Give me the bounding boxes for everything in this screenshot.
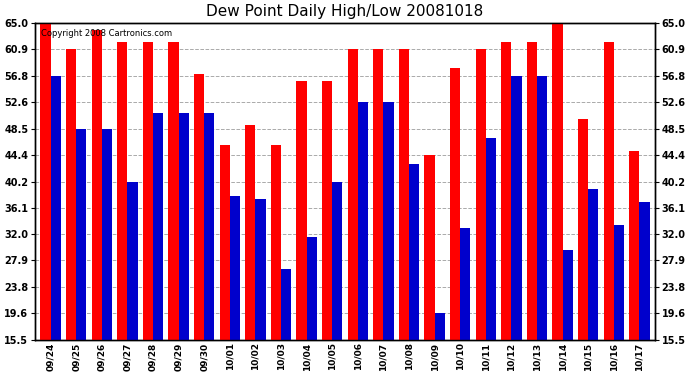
Title: Dew Point Daily High/Low 20081018: Dew Point Daily High/Low 20081018 bbox=[206, 4, 484, 19]
Bar bbox=[255, 199, 266, 340]
Bar bbox=[486, 138, 496, 340]
Bar bbox=[553, 23, 562, 340]
Bar bbox=[629, 151, 640, 340]
Bar bbox=[92, 30, 102, 340]
Bar bbox=[588, 189, 598, 340]
Bar bbox=[358, 102, 368, 340]
Bar bbox=[245, 125, 255, 340]
Bar bbox=[614, 225, 624, 340]
Bar bbox=[578, 119, 588, 340]
Bar bbox=[66, 50, 76, 340]
Bar bbox=[604, 42, 614, 340]
Bar bbox=[501, 42, 511, 340]
Bar bbox=[332, 182, 342, 340]
Bar bbox=[168, 42, 179, 340]
Bar bbox=[204, 112, 215, 340]
Bar bbox=[475, 50, 486, 340]
Bar bbox=[373, 50, 384, 340]
Bar bbox=[435, 314, 445, 340]
Bar bbox=[40, 23, 50, 340]
Bar bbox=[424, 155, 435, 340]
Bar bbox=[399, 50, 409, 340]
Bar bbox=[270, 145, 281, 340]
Bar bbox=[50, 75, 61, 340]
Bar bbox=[117, 42, 128, 340]
Bar bbox=[537, 75, 547, 340]
Bar bbox=[128, 182, 137, 340]
Bar bbox=[143, 42, 153, 340]
Bar bbox=[102, 129, 112, 340]
Bar bbox=[194, 74, 204, 340]
Bar bbox=[460, 228, 471, 340]
Bar bbox=[322, 81, 332, 340]
Bar bbox=[153, 112, 164, 340]
Bar bbox=[219, 145, 230, 340]
Bar bbox=[450, 68, 460, 340]
Bar bbox=[526, 42, 537, 340]
Bar bbox=[384, 102, 393, 340]
Bar bbox=[179, 112, 189, 340]
Bar bbox=[640, 202, 650, 340]
Bar bbox=[76, 129, 86, 340]
Bar bbox=[297, 81, 306, 340]
Bar bbox=[348, 50, 358, 340]
Bar bbox=[230, 196, 240, 340]
Text: Copyright 2008 Cartronics.com: Copyright 2008 Cartronics.com bbox=[41, 30, 172, 39]
Bar bbox=[306, 237, 317, 340]
Bar bbox=[409, 164, 420, 340]
Bar bbox=[281, 269, 291, 340]
Bar bbox=[562, 250, 573, 340]
Bar bbox=[511, 75, 522, 340]
